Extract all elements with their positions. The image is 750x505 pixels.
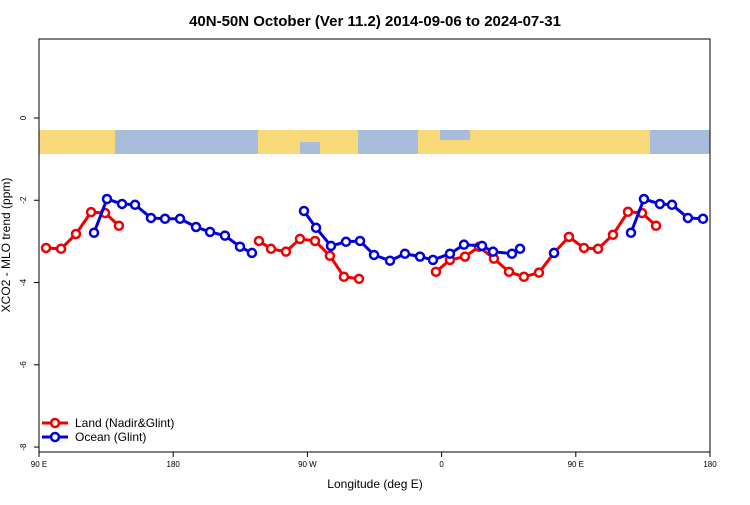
data-point bbox=[622, 206, 634, 218]
map-strip bbox=[39, 130, 710, 154]
data-point bbox=[650, 220, 662, 232]
data-point bbox=[325, 240, 337, 252]
data-point bbox=[399, 248, 411, 259]
y-tick-label: -6 bbox=[19, 361, 28, 369]
data-point bbox=[592, 243, 604, 255]
data-point bbox=[70, 228, 82, 240]
data-point bbox=[458, 239, 470, 250]
data-point bbox=[234, 241, 246, 252]
y-tick-label: -2 bbox=[19, 196, 28, 204]
legend-label: Land (Nadir&Glint) bbox=[75, 416, 174, 430]
data-point bbox=[204, 226, 216, 238]
y-axis-label: XCO2 - MLO trend (ppm) bbox=[0, 178, 13, 313]
data-point bbox=[368, 249, 380, 261]
x-tick-label: 90 W bbox=[298, 460, 317, 469]
chart-title: 40N-50N October (Ver 11.2) 2014-09-06 to… bbox=[189, 13, 561, 30]
data-point bbox=[444, 248, 456, 259]
data-point bbox=[487, 246, 499, 257]
data-point bbox=[459, 251, 471, 262]
data-point bbox=[427, 254, 439, 266]
y-tick-label: 0 bbox=[19, 115, 28, 120]
data-point bbox=[159, 213, 171, 225]
x-tick-label: 90 E bbox=[568, 460, 584, 469]
legend-marker bbox=[49, 417, 61, 429]
data-point bbox=[101, 193, 113, 205]
x-tick-label: 0 bbox=[439, 460, 444, 469]
data-point bbox=[697, 213, 709, 225]
data-point bbox=[518, 271, 530, 283]
data-point bbox=[503, 266, 515, 278]
data-point bbox=[113, 220, 125, 232]
data-point bbox=[129, 199, 141, 211]
x-tick-label: 180 bbox=[703, 460, 717, 469]
data-point bbox=[654, 198, 666, 210]
data-point bbox=[324, 250, 336, 262]
data-point bbox=[338, 271, 350, 283]
data-point bbox=[190, 221, 202, 233]
data-point bbox=[298, 205, 310, 217]
y-tick-label: -4 bbox=[19, 278, 28, 286]
data-point bbox=[174, 213, 186, 225]
data-point bbox=[265, 243, 277, 255]
data-point bbox=[514, 243, 526, 255]
x-tick-label: 90 E bbox=[31, 460, 47, 469]
data-point bbox=[548, 247, 560, 259]
data-point bbox=[55, 243, 67, 255]
data-point bbox=[625, 227, 637, 238]
data-point bbox=[85, 206, 97, 218]
data-point bbox=[40, 242, 52, 254]
data-point bbox=[354, 235, 366, 247]
data-point bbox=[533, 267, 545, 278]
series-line bbox=[45, 210, 658, 281]
data-point bbox=[246, 247, 258, 259]
plot-frame bbox=[38, 38, 711, 453]
data-point bbox=[253, 235, 265, 247]
legend-marker bbox=[49, 431, 61, 443]
data-point bbox=[145, 212, 157, 224]
data-point bbox=[219, 230, 231, 241]
y-tick-label: -8 bbox=[19, 443, 28, 451]
data-point bbox=[310, 222, 322, 234]
data-point bbox=[309, 235, 321, 247]
data-point bbox=[430, 266, 442, 278]
data-point bbox=[88, 227, 100, 238]
x-axis-label: Longitude (deg E) bbox=[327, 477, 422, 491]
x-tick-label: 180 bbox=[167, 460, 181, 469]
data-point bbox=[414, 251, 426, 262]
data-point bbox=[280, 246, 292, 257]
data-point bbox=[384, 255, 396, 266]
data-point bbox=[353, 273, 365, 285]
data-point bbox=[682, 212, 694, 224]
data-point bbox=[638, 193, 650, 205]
data-point bbox=[116, 198, 128, 210]
data-point bbox=[607, 229, 619, 241]
data-point bbox=[563, 231, 575, 243]
data-point bbox=[340, 236, 352, 248]
data-point bbox=[578, 242, 590, 254]
data-point bbox=[506, 248, 518, 259]
data-point bbox=[666, 199, 678, 211]
data-point bbox=[294, 233, 306, 245]
legend-label: Ocean (Glint) bbox=[75, 430, 146, 444]
data-point bbox=[476, 240, 488, 252]
